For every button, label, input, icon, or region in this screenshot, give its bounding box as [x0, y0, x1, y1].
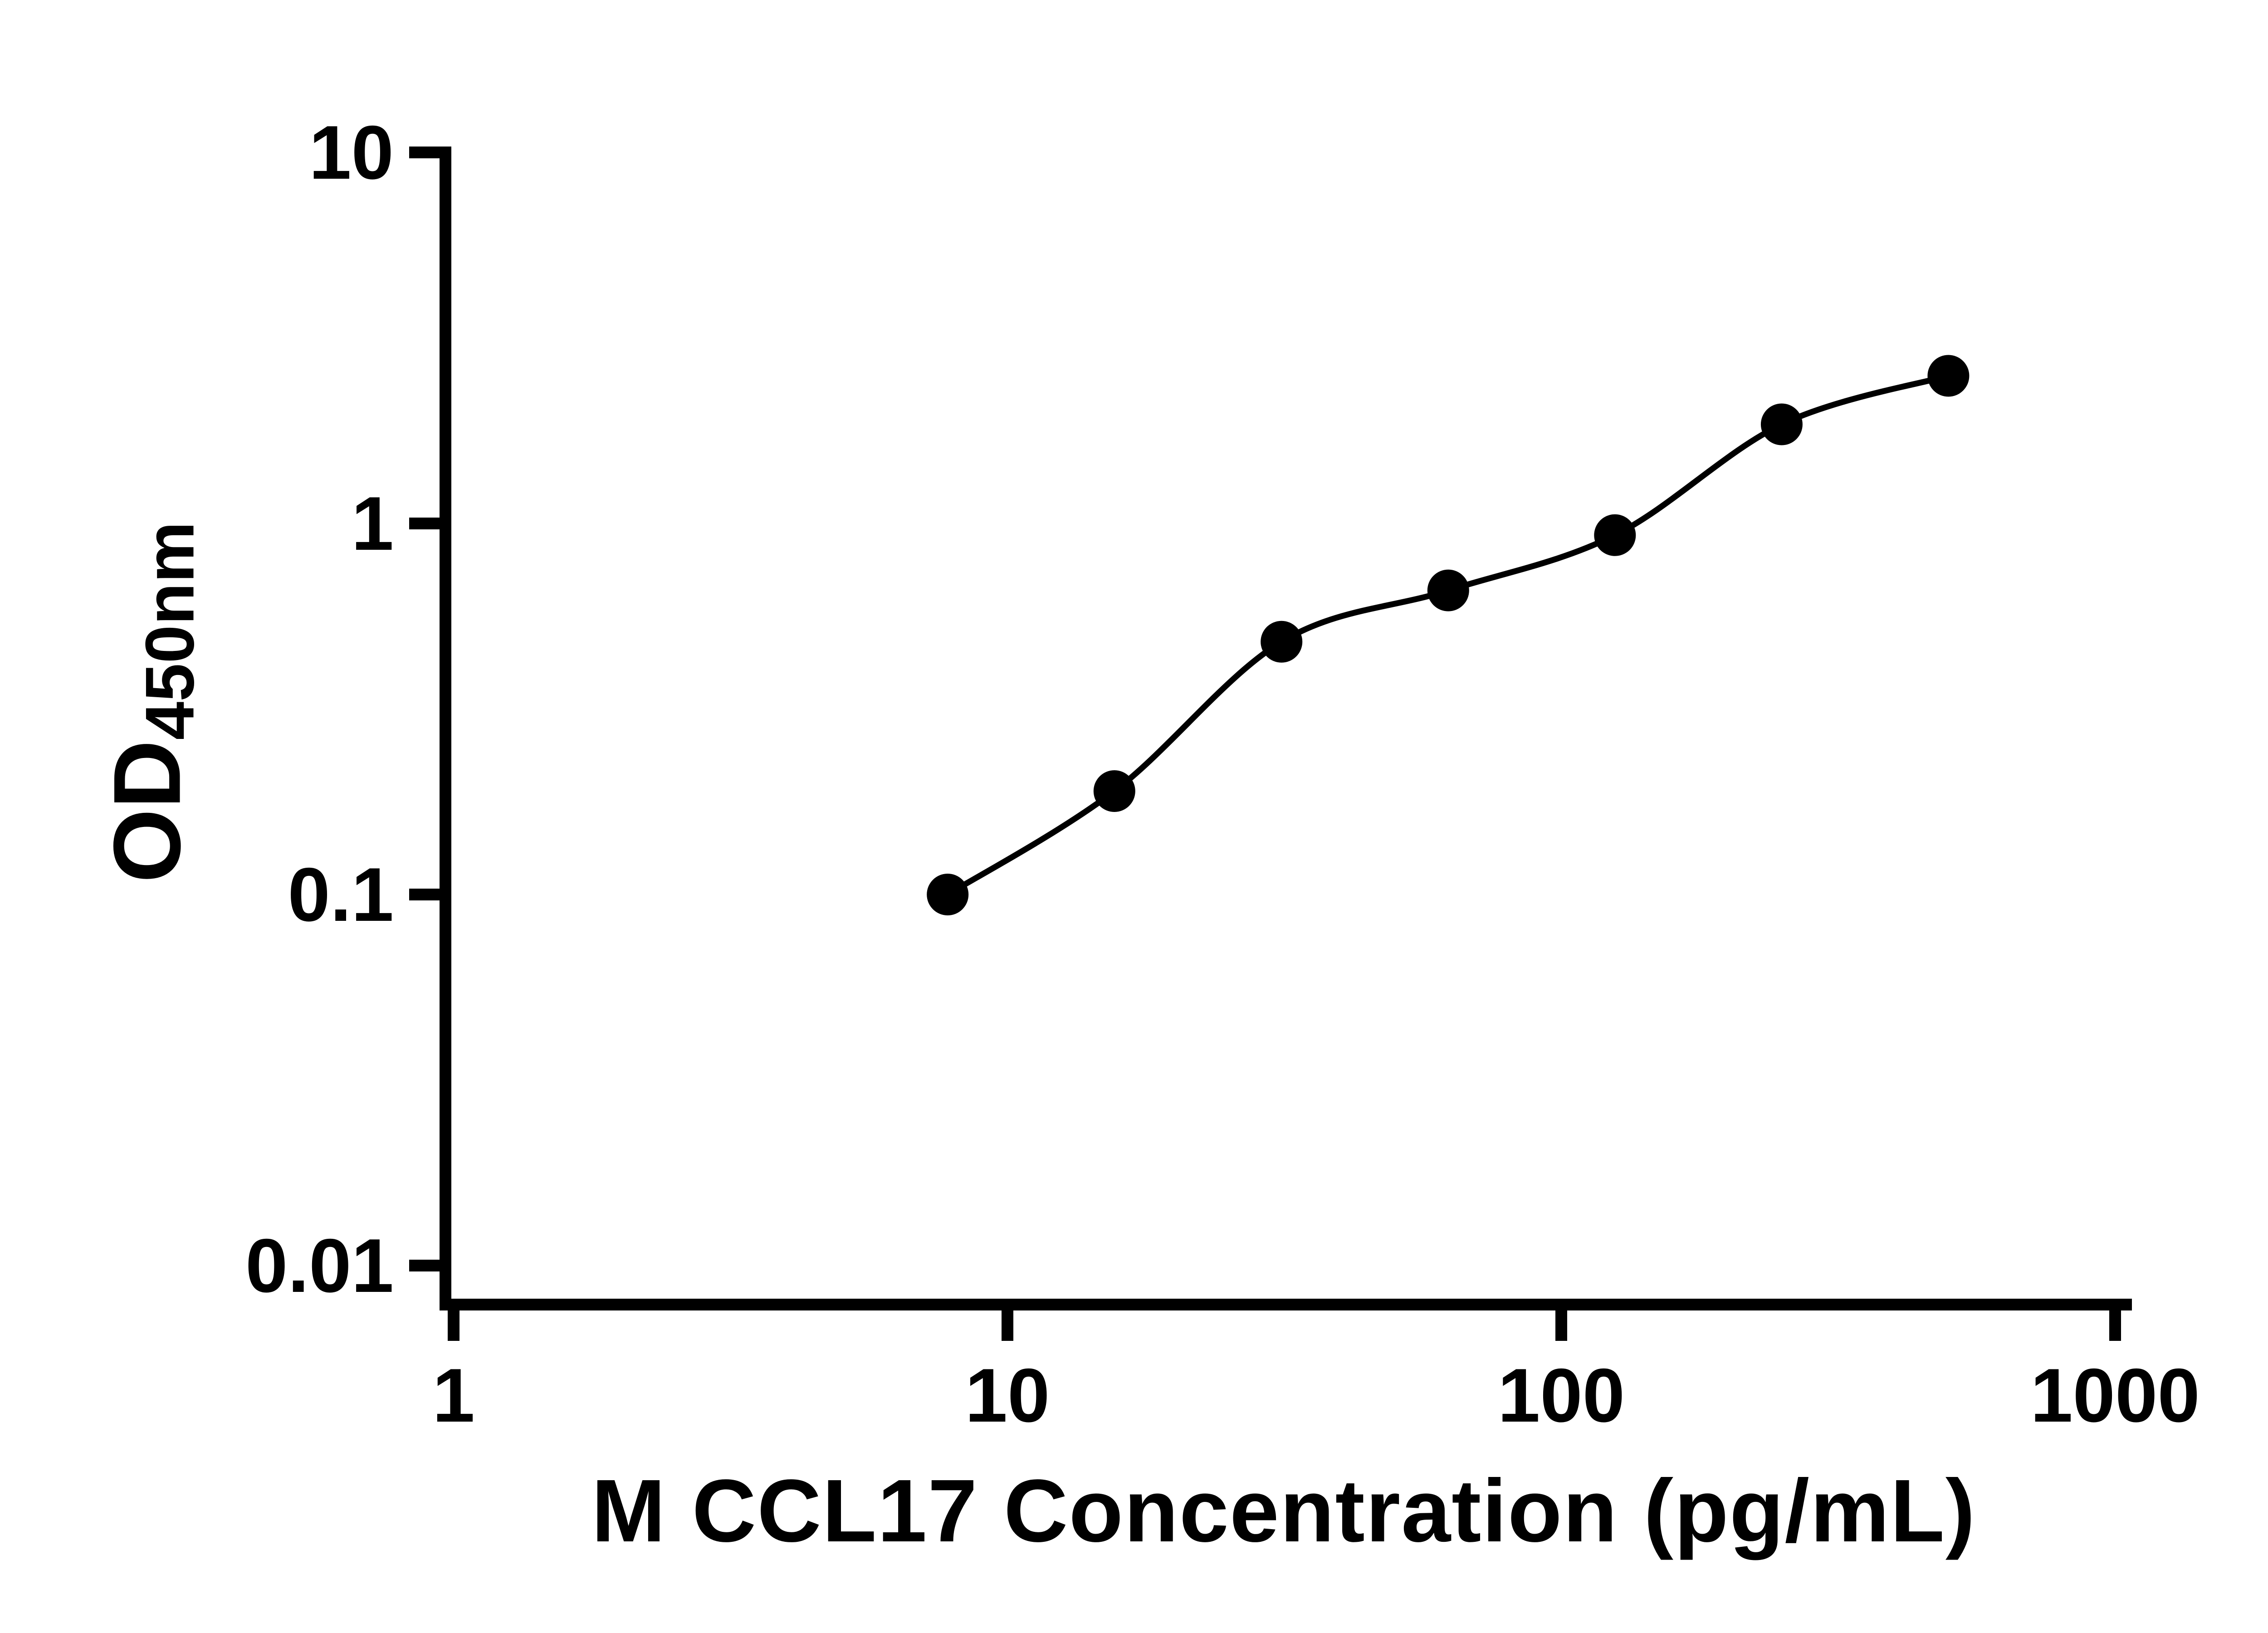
y-axis-title: OD450nm [93, 522, 210, 883]
data-point [1927, 355, 1970, 397]
x-tick-label: 10 [965, 1353, 1050, 1438]
data-point [1760, 403, 1803, 445]
y-tick-label: 0.1 [288, 852, 394, 937]
y-axis-title-main: OD [93, 740, 200, 883]
data-point [1093, 770, 1135, 812]
x-axis-title: M CCL17 Concentration (pg/mL) [591, 1461, 1976, 1560]
y-tick-label: 10 [309, 110, 394, 195]
data-point [1261, 621, 1303, 663]
x-tick-label: 1000 [2030, 1353, 2200, 1438]
y-axis-title-subscript: 450nm [131, 521, 209, 740]
data-point [927, 874, 969, 915]
data-point [1594, 514, 1636, 556]
x-tick-label: 100 [1498, 1353, 1625, 1438]
y-tick-label: 0.01 [245, 1223, 394, 1308]
y-tick-label: 1 [352, 481, 394, 566]
data-point [1427, 569, 1469, 611]
fit-curve [946, 373, 1950, 897]
x-tick-label: 1 [432, 1353, 474, 1438]
